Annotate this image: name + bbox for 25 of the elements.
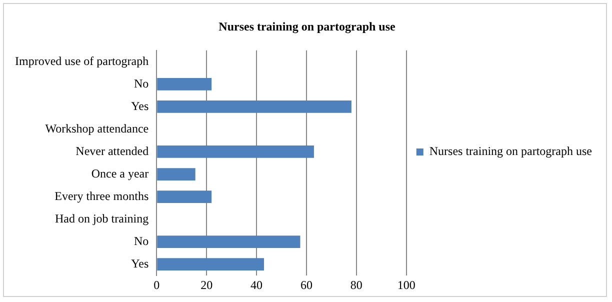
x-tick-label: 40 [250, 278, 263, 292]
bar [157, 100, 352, 113]
bar [157, 236, 300, 248]
x-tick-label: 100 [397, 278, 416, 292]
chart-title: Nurses training on partograph use [218, 19, 396, 34]
y-tick-label: Yes [131, 98, 149, 113]
y-tick-label: No [134, 76, 149, 90]
x-tick-label: 60 [300, 278, 312, 292]
x-tick-label: 20 [200, 278, 213, 292]
bar [157, 146, 314, 158]
y-tick-label: Had on job training [54, 211, 149, 226]
y-tick-label: Improved use of partograph [15, 54, 149, 68]
bar [157, 78, 212, 90]
y-tick-label: No [134, 234, 149, 248]
x-tick-label: 80 [350, 278, 362, 292]
y-tick-label: Workshop attendance [45, 121, 149, 136]
y-tick-label: Yes [131, 256, 149, 270]
bar [157, 190, 212, 203]
x-tick-label: 0 [154, 278, 160, 292]
y-tick-label: Every three months [54, 188, 149, 203]
y-tick-label: Never attended [76, 144, 149, 158]
bar [157, 258, 264, 271]
bar [157, 168, 196, 180]
y-tick-label: Once a year [91, 166, 149, 180]
legend-label: Nurses training on partograph use [429, 144, 592, 158]
